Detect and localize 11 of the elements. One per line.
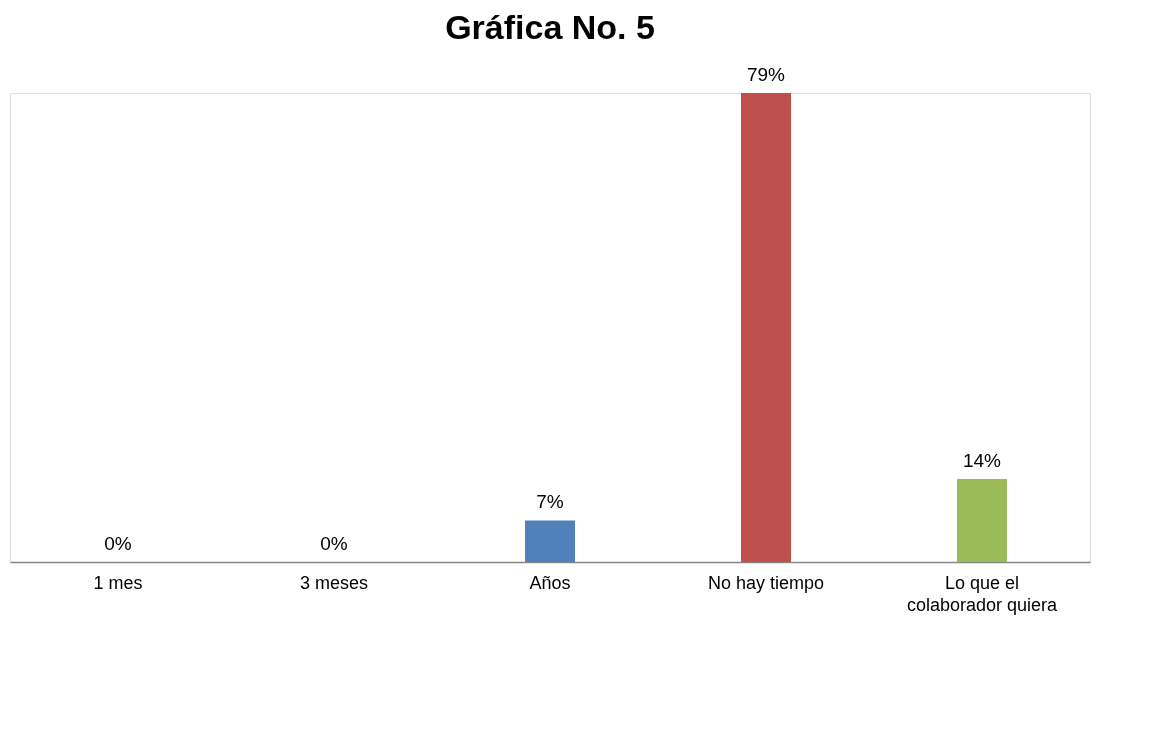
x-tick-label: Años [529,572,571,593]
data-label: 0% [104,533,132,554]
x-tick-label: Lo que el colaborador quiera [906,572,1059,615]
x-tick-label: 1 mes [93,572,143,593]
data-label: 0% [320,533,348,554]
x-tick-label: 3 meses [299,572,369,593]
x-tick-label: No hay tiempo [707,572,825,593]
data-label: 14% [962,449,1002,471]
data-label: 79% [746,64,786,85]
data-label: 7% [536,491,564,513]
chart-title: Gráfica No. 5 [445,8,655,46]
